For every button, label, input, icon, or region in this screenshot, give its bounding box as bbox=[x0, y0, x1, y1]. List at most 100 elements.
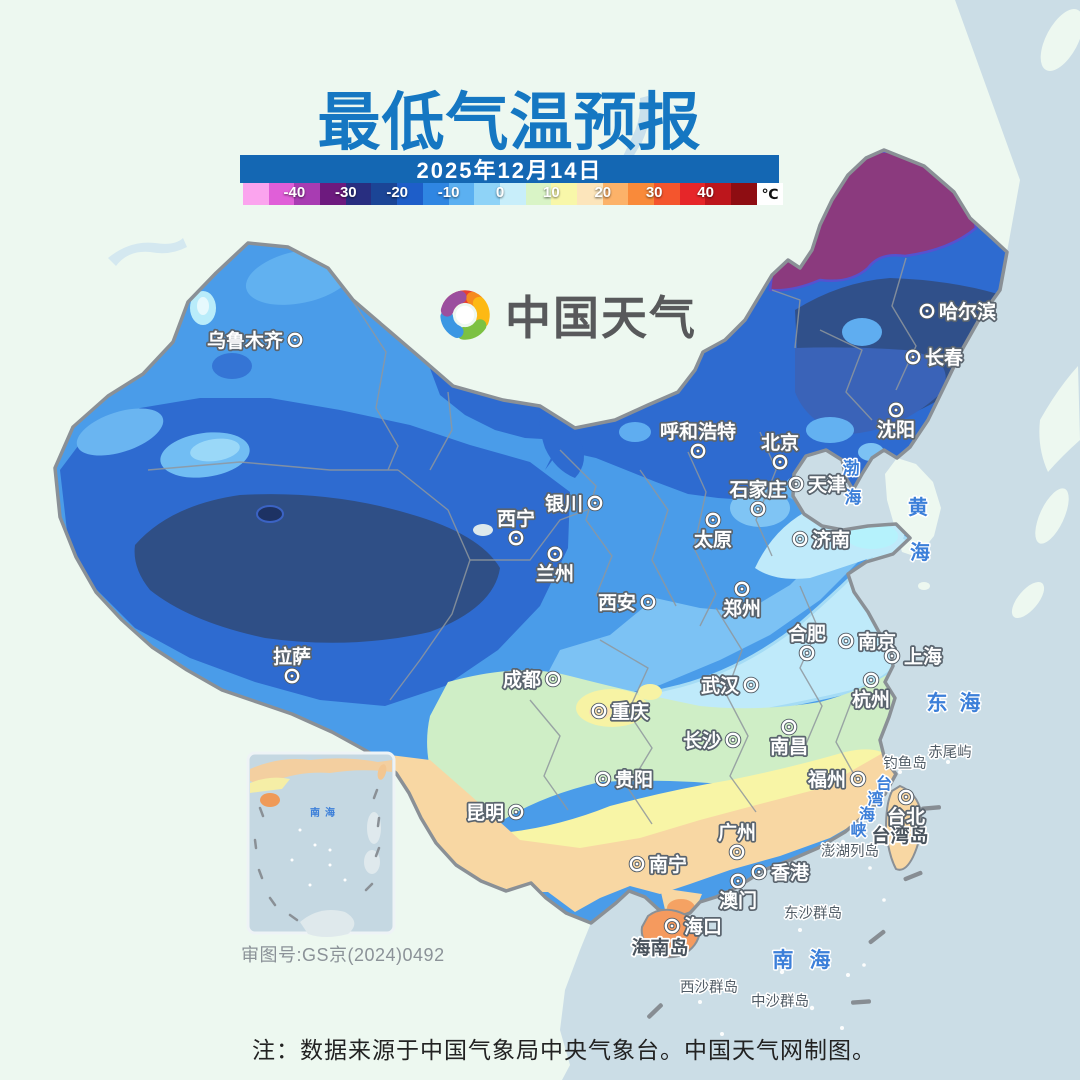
pinwheel-icon bbox=[440, 290, 490, 340]
city-marker bbox=[507, 803, 525, 821]
city-label: 呼和浩特 bbox=[660, 420, 736, 443]
qinghai-lake bbox=[473, 524, 493, 536]
japan-island bbox=[1035, 488, 1069, 544]
sea-label: 黄 bbox=[908, 495, 928, 519]
city-label: 海口 bbox=[684, 915, 722, 938]
forecast-date: 2025年12月14日 bbox=[416, 158, 603, 183]
city-label: 兰州 bbox=[536, 562, 574, 585]
legend-color-segment bbox=[602, 183, 629, 205]
sea-label: 东 bbox=[927, 691, 948, 715]
legend-color-segment bbox=[679, 183, 706, 205]
city-label: 哈尔滨 bbox=[939, 300, 996, 323]
legend-color-segment bbox=[551, 183, 577, 205]
temperature-unit: ℃ bbox=[757, 183, 783, 205]
legend-color-segment bbox=[705, 183, 732, 205]
island-label: 东沙群岛 bbox=[784, 905, 842, 922]
boundary-dash bbox=[868, 929, 886, 945]
sea-label: 南 bbox=[773, 948, 794, 972]
city-marker bbox=[728, 843, 746, 861]
city-label: 乌鲁木齐 bbox=[207, 329, 284, 352]
city-marker bbox=[883, 647, 901, 665]
city-marker bbox=[780, 718, 798, 736]
city-marker bbox=[771, 453, 789, 471]
city-label: 台北 bbox=[887, 805, 925, 828]
legend-color-segment bbox=[499, 183, 526, 205]
city-label: 太原 bbox=[694, 528, 732, 551]
data-source-note: 注：数据来源于中国气象局中央气象台。中国天气网制图。 bbox=[252, 1037, 876, 1063]
city-label: 重庆 bbox=[611, 700, 649, 723]
sea-label: 海 bbox=[910, 540, 930, 564]
sea-label: 海 bbox=[859, 805, 875, 824]
china-border bbox=[53, 148, 1009, 925]
boundary-dash bbox=[851, 999, 871, 1005]
island-label: 赤尾屿 bbox=[928, 744, 972, 761]
island-label: 西沙群岛 bbox=[680, 979, 738, 996]
city-marker bbox=[663, 917, 681, 935]
city-label: 香港 bbox=[770, 862, 810, 884]
city-label: 杭州 bbox=[852, 688, 890, 711]
sea-label: 海 bbox=[845, 487, 862, 507]
lake-baikal bbox=[617, 96, 650, 174]
legend-tick-label: -20 bbox=[386, 184, 409, 201]
city-marker bbox=[837, 632, 855, 650]
city-marker bbox=[639, 593, 657, 611]
city-label: 长沙 bbox=[683, 730, 721, 752]
city-marker bbox=[544, 670, 562, 688]
city-label: 天津 bbox=[808, 473, 846, 496]
region-label: 台湾岛 bbox=[871, 824, 928, 847]
city-marker bbox=[849, 770, 867, 788]
city-marker bbox=[904, 348, 922, 366]
city-marker bbox=[787, 475, 805, 493]
sea-label: 湾 bbox=[867, 790, 883, 809]
nine-dash-line bbox=[647, 805, 941, 1019]
legend-tick-label: -30 bbox=[334, 184, 357, 201]
city-marker bbox=[704, 511, 722, 529]
city-label: 合肥 bbox=[788, 622, 826, 645]
city-label: 昆明 bbox=[466, 802, 504, 824]
temperature-scale-ticks: -40 -30 -20 -10 0 10 20 30 40 bbox=[243, 183, 757, 205]
temperature-scale bbox=[243, 183, 757, 205]
city-label: 北京 bbox=[761, 431, 799, 454]
city-label: 武汉 bbox=[701, 675, 740, 697]
boundary-dash bbox=[647, 1003, 663, 1019]
legend-tick-label: 10 bbox=[543, 184, 560, 201]
city-marker bbox=[798, 644, 816, 662]
inset-sea-label: 南海 bbox=[310, 806, 340, 819]
legend-color-segment bbox=[654, 183, 680, 205]
island-label: 钓鱼岛 bbox=[883, 754, 927, 772]
city-marker bbox=[897, 788, 915, 806]
taiwan-island bbox=[884, 784, 923, 871]
legend-color-segment bbox=[731, 183, 757, 205]
legend-color-segment bbox=[243, 183, 269, 205]
city-marker bbox=[628, 855, 646, 873]
japan-honshu bbox=[1039, 366, 1080, 472]
china-weather-logo: 中国天气 bbox=[434, 282, 697, 348]
island-label: 中沙群岛 bbox=[751, 993, 809, 1010]
legend-tick-label: 40 bbox=[697, 184, 714, 201]
legend-color-segment bbox=[576, 183, 603, 205]
map-approval-number: 审图号:GS京(2024)0492 bbox=[241, 945, 445, 965]
city-marker bbox=[286, 331, 304, 349]
city-marker bbox=[750, 863, 768, 881]
city-marker bbox=[887, 401, 905, 419]
city-marker bbox=[546, 545, 564, 563]
city-label: 郑州 bbox=[723, 598, 761, 620]
legend-color-segment bbox=[294, 183, 321, 205]
city-marker bbox=[283, 667, 301, 685]
city-label: 澳门 bbox=[719, 889, 757, 912]
small-islands bbox=[698, 760, 950, 1036]
city-marker bbox=[594, 770, 612, 788]
legend-color-segment bbox=[371, 183, 398, 205]
city-label: 上海 bbox=[904, 645, 942, 668]
city-marker bbox=[689, 442, 707, 460]
page-title: 最低气温预报 bbox=[317, 88, 702, 158]
city-label: 南宁 bbox=[649, 853, 687, 876]
city-label: 广州 bbox=[718, 821, 756, 844]
legend-color-segment bbox=[320, 183, 346, 205]
city-label: 西安 bbox=[598, 591, 636, 614]
legend-color-segment bbox=[448, 183, 475, 205]
boundary-dash bbox=[903, 870, 923, 882]
legend-tick-label: 20 bbox=[594, 184, 612, 201]
legend-tick-label: -10 bbox=[437, 184, 460, 201]
legend-color-segment bbox=[345, 183, 372, 205]
